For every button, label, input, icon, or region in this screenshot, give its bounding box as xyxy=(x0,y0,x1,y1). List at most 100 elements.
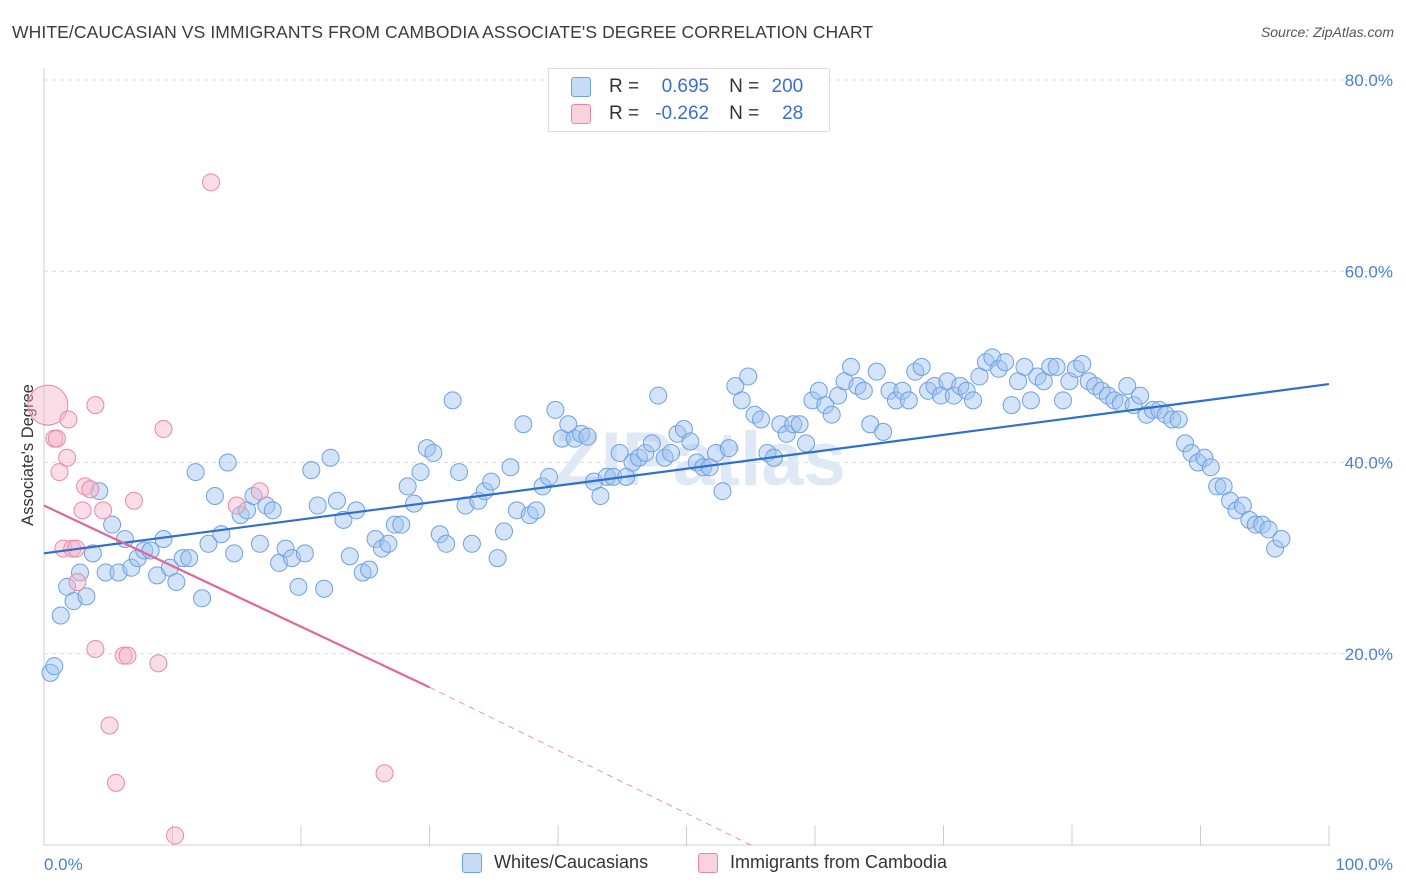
data-point-whites xyxy=(1073,355,1092,374)
data-point-cambodia xyxy=(47,429,66,448)
data-point-cambodia xyxy=(27,384,69,426)
data-point-cambodia xyxy=(59,410,78,429)
data-point-whites xyxy=(302,461,321,480)
x-tick-labels: 0.0% 100.0% xyxy=(44,855,1393,874)
data-point-whites xyxy=(662,443,681,462)
data-point-whites xyxy=(732,391,751,410)
data-point-whites xyxy=(482,472,501,491)
data-point-whites xyxy=(514,415,533,434)
data-point-cambodia xyxy=(68,573,87,592)
data-point-whites xyxy=(334,510,353,529)
data-point-whites xyxy=(218,453,237,472)
legend-swatch-blue xyxy=(462,852,482,873)
data-point-whites xyxy=(591,486,610,505)
data-point-whites xyxy=(360,560,379,579)
data-point-whites xyxy=(636,443,655,462)
data-point-whites xyxy=(96,563,115,582)
data-point-whites xyxy=(488,549,507,568)
trend-line-cambodia-extension xyxy=(429,686,751,846)
y-tick-label: 40.0% xyxy=(1345,454,1393,473)
data-point-whites xyxy=(713,482,732,501)
data-point-whites xyxy=(996,353,1015,372)
data-point-cambodia xyxy=(106,773,125,792)
data-point-whites xyxy=(83,544,102,563)
y-tick-label: 80.0% xyxy=(1345,71,1393,90)
data-point-whites xyxy=(308,496,327,515)
data-point-whites xyxy=(347,501,366,520)
r-value: 0.695 xyxy=(661,76,710,97)
data-point-whites xyxy=(841,357,860,376)
data-point-whites xyxy=(1131,386,1150,405)
data-point-cambodia xyxy=(149,654,168,673)
data-point-whites xyxy=(315,579,334,598)
data-point-whites xyxy=(1118,377,1137,395)
data-point-whites xyxy=(411,463,430,482)
legend-swatch-pink xyxy=(698,852,718,873)
data-point-cambodia xyxy=(375,764,394,783)
data-point-whites xyxy=(1002,396,1021,415)
stats-row-whites: R = 0.695 N = 200 xyxy=(571,74,803,100)
data-point-whites xyxy=(495,522,514,541)
data-point-whites xyxy=(1021,391,1040,410)
data-point-whites xyxy=(822,405,841,424)
data-point-cambodia xyxy=(166,826,185,845)
data-point-whites xyxy=(199,534,218,553)
data-point-whites xyxy=(103,515,122,534)
data-point-whites xyxy=(327,491,346,510)
trend-lines xyxy=(43,382,1330,846)
data-point-whites xyxy=(1169,410,1188,429)
data-point-whites xyxy=(739,367,758,386)
data-point-cambodia xyxy=(114,646,133,665)
n-value: 28 xyxy=(782,103,804,124)
data-point-whites xyxy=(771,415,790,434)
series-whites-points xyxy=(41,348,1291,682)
gridlines xyxy=(44,79,1395,655)
data-point-whites xyxy=(893,381,912,400)
data-point-whites xyxy=(597,467,616,486)
data-point-whites xyxy=(719,439,738,458)
data-point-cambodia xyxy=(76,477,95,496)
trend-line-whites xyxy=(43,382,1330,555)
data-point-cambodia xyxy=(73,501,92,520)
stats-legend: R = 0.695 N = 200 R = -0.262 N = 28 xyxy=(548,68,830,132)
legend-item-cambodia: Immigrants from Cambodia xyxy=(698,852,947,873)
stats-row-cambodia: R = -0.262 N = 28 xyxy=(571,101,803,127)
data-point-whites xyxy=(186,463,205,482)
data-point-whites xyxy=(122,558,141,577)
data-point-whites xyxy=(777,424,796,443)
data-point-whites xyxy=(424,443,443,462)
data-point-whites xyxy=(501,458,520,477)
data-point-whites xyxy=(527,501,546,520)
axes xyxy=(43,68,1330,846)
data-point-cambodia xyxy=(86,639,105,658)
data-point-whites xyxy=(1259,520,1278,539)
source-note: Source: ZipAtlas.com xyxy=(1260,24,1394,40)
data-point-whites xyxy=(180,549,199,568)
data-point-whites xyxy=(854,381,873,400)
data-point-whites xyxy=(450,463,469,482)
data-point-whites xyxy=(899,391,918,410)
data-point-cambodia xyxy=(202,173,221,192)
trend-line-cambodia xyxy=(43,504,430,689)
x-tick-label: 100.0% xyxy=(1335,855,1393,874)
data-point-cambodia xyxy=(58,448,77,467)
data-point-whites xyxy=(90,482,109,501)
data-point-whites xyxy=(1047,357,1066,376)
legend-swatch-blue xyxy=(571,77,591,97)
data-point-whites xyxy=(225,544,244,563)
data-point-whites xyxy=(1208,477,1227,496)
data-point-whites xyxy=(989,359,1008,378)
data-point-whites xyxy=(642,434,661,453)
data-point-whites xyxy=(816,396,835,415)
n-label: N = xyxy=(729,103,760,124)
data-point-whites xyxy=(912,357,931,376)
data-point-whites xyxy=(398,477,417,496)
data-point-whites xyxy=(681,432,700,451)
data-point-cambodia xyxy=(250,482,269,501)
data-point-whites xyxy=(51,606,70,625)
data-point-whites xyxy=(964,391,983,410)
legend-item-whites: Whites/Caucasians xyxy=(462,852,648,873)
data-point-cambodia xyxy=(100,716,119,735)
data-point-whites xyxy=(385,515,404,534)
